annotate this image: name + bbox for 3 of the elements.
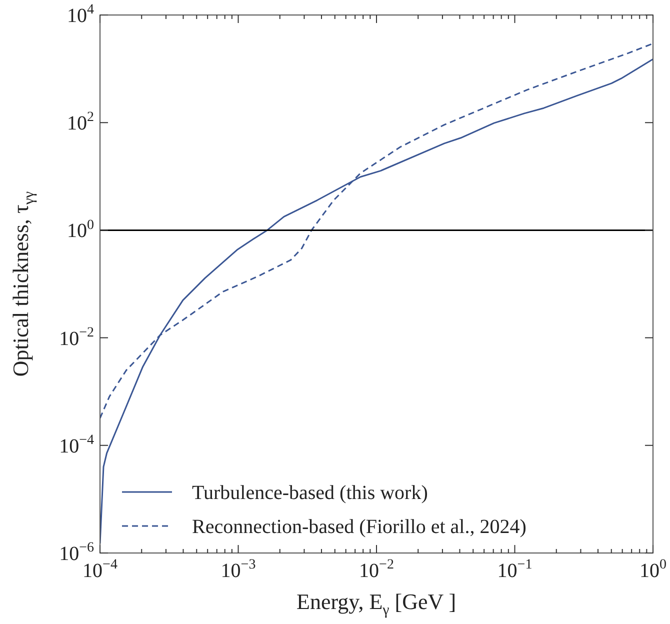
legend-label: Turbulence-based (this work) [192, 482, 428, 504]
legend-label: Reconnection-based (Fiorillo et al., 2024) [192, 516, 526, 538]
y-axis-title: Optical thickness, τγγ [8, 191, 38, 377]
